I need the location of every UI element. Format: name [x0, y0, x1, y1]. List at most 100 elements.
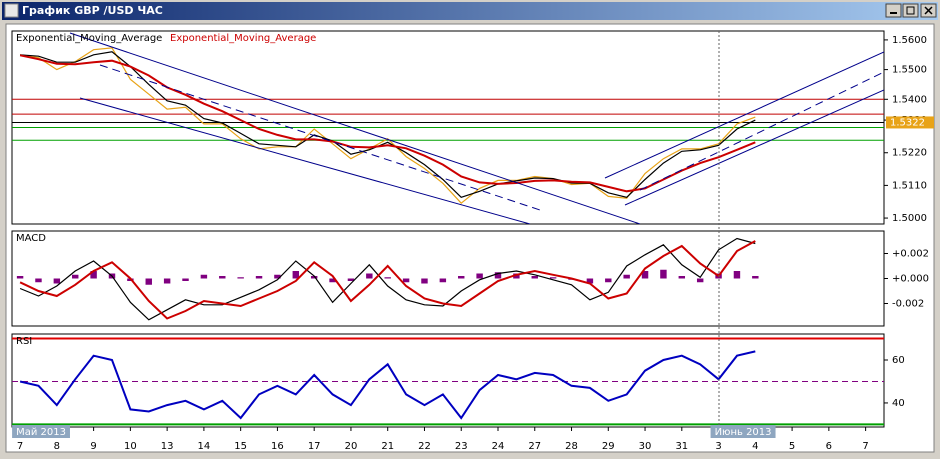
x-tick-label: 7 — [862, 441, 868, 452]
histogram-bar — [255, 276, 263, 279]
y-tick-label: 60 — [892, 355, 905, 366]
histogram-bar — [53, 278, 61, 284]
histogram-bar — [458, 276, 465, 279]
panel — [11, 333, 885, 428]
last-price-label: 1.5322 — [890, 117, 925, 128]
trend-channels — [69, 32, 884, 224]
series-line — [19, 54, 756, 193]
x-tick-label: 9 — [90, 441, 96, 452]
histogram-bar — [421, 278, 428, 284]
minimize-button[interactable] — [885, 3, 902, 18]
histogram-bar — [72, 274, 79, 279]
series-line — [19, 240, 756, 320]
histogram-bar — [696, 278, 704, 283]
x-tick-label: 24 — [492, 441, 505, 452]
x-tick-label: 8 — [54, 441, 60, 452]
histogram-bar — [752, 276, 759, 279]
histogram-bar — [292, 271, 300, 279]
histogram-bar — [402, 278, 410, 283]
period-label: Май 2013 — [16, 427, 66, 438]
histogram-bar — [586, 278, 594, 284]
window-title: График GBP /USD ЧАС — [22, 4, 163, 17]
series-line — [19, 350, 756, 420]
x-tick-label: 15 — [234, 441, 247, 452]
histogram-bar — [733, 271, 741, 279]
x-tick-label: 5 — [789, 441, 795, 452]
x-tick-label: 14 — [198, 441, 211, 452]
histogram-bar — [200, 274, 208, 279]
period-label: Июнь 2013 — [715, 427, 772, 438]
x-tick-label: 29 — [602, 441, 615, 452]
channel-line — [604, 51, 884, 179]
y-tick-label: 1.5110 — [892, 180, 927, 191]
channel-line — [624, 89, 884, 206]
histogram-bar — [494, 272, 502, 279]
y-tick-label: 1.5600 — [892, 35, 927, 46]
y-tick-label: +0.000 — [892, 274, 929, 285]
x-tick-label: 20 — [345, 441, 358, 452]
y-tick-label: 1.5500 — [892, 65, 927, 76]
x-tick-label: 21 — [381, 441, 394, 452]
panel-title: MACD — [16, 233, 46, 244]
maximize-button[interactable] — [902, 3, 919, 18]
histogram-bar — [531, 276, 538, 279]
x-tick-label: 22 — [418, 441, 431, 452]
y-tick-label: +0.002 — [892, 249, 929, 260]
x-tick-label: 31 — [675, 441, 688, 452]
histogram-bar — [660, 269, 667, 279]
histogram-bar — [513, 273, 520, 279]
last-price-box — [886, 116, 934, 129]
x-tick-label: 4 — [752, 441, 758, 452]
x-tick-label: 28 — [565, 441, 578, 452]
histogram-bar — [145, 278, 152, 285]
histogram-bar — [384, 277, 391, 279]
histogram-bar — [549, 277, 557, 279]
x-tick-label: 13 — [161, 441, 174, 452]
histogram-bar — [274, 274, 281, 279]
legend-entry: Exponential_Moving_Average — [16, 33, 162, 44]
close-glyph — [924, 6, 933, 15]
histogram-bar — [678, 276, 686, 279]
y-tick-label: 1.5400 — [892, 94, 927, 105]
histogram-bar — [439, 278, 447, 283]
x-tick-label: 6 — [826, 441, 832, 452]
legend-entry: Exponential_Moving_Average — [170, 33, 316, 44]
histogram-bar — [237, 277, 244, 279]
channel-line — [69, 32, 641, 224]
histogram-bar — [90, 271, 97, 279]
y-tick-label: 40 — [892, 398, 905, 409]
title-bar — [2, 2, 938, 20]
x-tick-label: 7 — [17, 441, 23, 452]
histogram-bar — [641, 271, 649, 279]
x-tick-label: 10 — [124, 441, 137, 452]
histogram-bar — [16, 276, 24, 279]
panel-title: RSI — [16, 336, 32, 347]
histogram-bar — [35, 278, 42, 283]
x-tick-label: 16 — [271, 441, 284, 452]
y-tick-label: 1.5220 — [892, 148, 927, 159]
panels: 1.56001.55001.54001.53301.52201.51101.50… — [11, 30, 934, 452]
histogram-bar — [476, 273, 483, 279]
histogram-bar — [310, 276, 318, 279]
histogram-bar — [329, 278, 336, 283]
y-tick-label: -0.002 — [892, 299, 924, 310]
histogram-bar — [623, 274, 630, 279]
series-line — [20, 51, 756, 198]
y-tick-label: 1.5000 — [892, 213, 927, 224]
x-tick-label: 3 — [715, 441, 721, 452]
channel-line — [639, 71, 884, 191]
histogram-bar — [347, 278, 355, 281]
x-tick-label: 17 — [308, 441, 321, 452]
series-line — [19, 237, 756, 321]
x-tick-label: 27 — [528, 441, 541, 452]
histogram-bar — [605, 278, 612, 283]
x-tick-label: 23 — [455, 441, 468, 452]
histogram-bar — [182, 278, 189, 281]
window-buttons[interactable] — [885, 3, 937, 18]
histogram-bar — [366, 273, 373, 279]
channel-line — [79, 97, 531, 224]
maximize-glyph — [906, 6, 915, 15]
period-label-box — [12, 425, 70, 438]
